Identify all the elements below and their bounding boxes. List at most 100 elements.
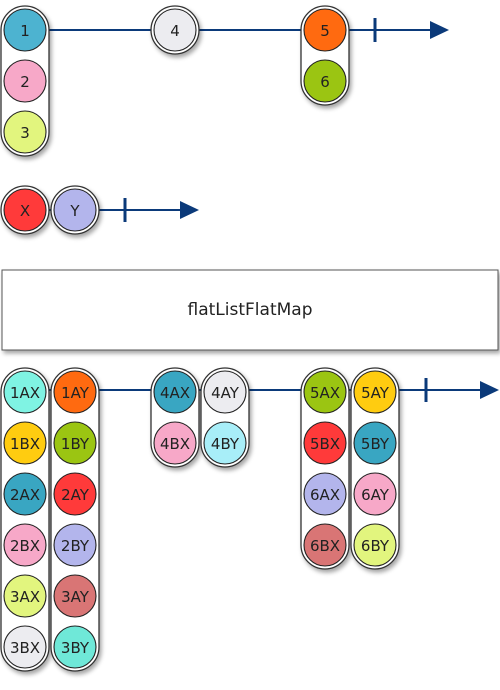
marble-4BX: 4BX bbox=[153, 421, 197, 465]
marble-circle bbox=[3, 370, 47, 414]
marble-label: 1AX bbox=[10, 384, 40, 402]
marble-3AY: 3AY bbox=[53, 574, 97, 618]
marble-label: 3 bbox=[20, 124, 30, 142]
marble-label: 3AX bbox=[10, 588, 40, 606]
marble-circle bbox=[353, 523, 397, 567]
result-group-column bbox=[300, 367, 350, 570]
marble-2BX: 2BX bbox=[3, 523, 47, 567]
marble-circle bbox=[3, 472, 47, 516]
marble-label: 2BX bbox=[10, 537, 40, 555]
marble-2AY: 2AY bbox=[53, 472, 97, 516]
marble-circle bbox=[203, 421, 247, 465]
marble-circle bbox=[303, 8, 347, 52]
marble-label: 2AY bbox=[61, 486, 90, 504]
marble-label: 4 bbox=[170, 22, 180, 40]
marble-label: 6BY bbox=[361, 537, 390, 555]
marble-2: 2 bbox=[3, 59, 47, 103]
operator-label: flatListFlatMap bbox=[188, 300, 313, 320]
marble-label: 4BX bbox=[160, 435, 190, 453]
marble-6AX: 6AX bbox=[303, 472, 347, 516]
marble-circle bbox=[53, 574, 97, 618]
marble-6BX: 6BX bbox=[303, 523, 347, 567]
marble-label: 3AY bbox=[61, 588, 90, 606]
marble-5AX: 5AX bbox=[303, 370, 347, 414]
marble-circle bbox=[53, 421, 97, 465]
marble-circle bbox=[53, 370, 97, 414]
marble-5AY: 5AY bbox=[353, 370, 397, 414]
marble-circle bbox=[53, 188, 97, 232]
marble-3BY: 3BY bbox=[53, 625, 97, 669]
marble-circle bbox=[353, 421, 397, 465]
marble-6BY: 6BY bbox=[353, 523, 397, 567]
marble-circle bbox=[3, 421, 47, 465]
marble-3BX: 3BX bbox=[3, 625, 47, 669]
marble-label: 5BY bbox=[361, 435, 390, 453]
marble-circle bbox=[353, 370, 397, 414]
marble-1AX: 1AX bbox=[3, 370, 47, 414]
marble-circle bbox=[303, 421, 347, 465]
marble-circle bbox=[303, 59, 347, 103]
marble-3AX: 3AX bbox=[3, 574, 47, 618]
marble-label: 6AY bbox=[361, 486, 390, 504]
marble-circle bbox=[353, 472, 397, 516]
marble-circle bbox=[3, 8, 47, 52]
marble-circle bbox=[3, 574, 47, 618]
marble-circle bbox=[53, 523, 97, 567]
marble-label: 3BY bbox=[61, 639, 90, 657]
marble-3: 3 bbox=[3, 110, 47, 154]
marble-1AY: 1AY bbox=[53, 370, 97, 414]
timeline-arrow-icon bbox=[480, 381, 499, 399]
marble-circle bbox=[303, 472, 347, 516]
marble-1BY: 1BY bbox=[53, 421, 97, 465]
marble-circle bbox=[3, 59, 47, 103]
marble-label: 4BY bbox=[211, 435, 240, 453]
marble-label: 6AX bbox=[310, 486, 340, 504]
marble-circle bbox=[3, 625, 47, 669]
timeline-result bbox=[25, 378, 499, 402]
marble-label: 4AX bbox=[160, 384, 190, 402]
marble-circle bbox=[53, 625, 97, 669]
result-group-column bbox=[350, 367, 400, 570]
marble-circle bbox=[153, 421, 197, 465]
marble-label: 2 bbox=[20, 73, 30, 91]
marble-4AX: 4AX bbox=[153, 370, 197, 414]
marble-label: 5 bbox=[320, 22, 330, 40]
marble-label: 4AY bbox=[211, 384, 240, 402]
marble-6AY: 6AY bbox=[353, 472, 397, 516]
marble-circle bbox=[3, 523, 47, 567]
marble-5BY: 5BY bbox=[353, 421, 397, 465]
marble-circle bbox=[203, 370, 247, 414]
marble-label: 6BX bbox=[310, 537, 340, 555]
marble-label: 1BY bbox=[61, 435, 90, 453]
marble-circle bbox=[3, 188, 47, 232]
marble-circle bbox=[303, 523, 347, 567]
marble-5BX: 5BX bbox=[303, 421, 347, 465]
timeline-arrow-icon bbox=[180, 201, 199, 219]
marble-4BY: 4BY bbox=[203, 421, 247, 465]
marble-label: 6 bbox=[320, 73, 330, 91]
marble-label: 2BY bbox=[61, 537, 90, 555]
marble-circle bbox=[53, 472, 97, 516]
operator-box: flatListFlatMap bbox=[1, 269, 499, 351]
marble-5: 5 bbox=[303, 8, 347, 52]
marble-label: 5AX bbox=[310, 384, 340, 402]
marble-circle bbox=[153, 8, 197, 52]
marble-circle bbox=[3, 110, 47, 154]
marble-6: 6 bbox=[303, 59, 347, 103]
marble-4AY: 4AY bbox=[203, 370, 247, 414]
marbles-layer: 1 2 3 4 5 6 X Y 1AX 1BX 2AX 2BX 3AX 3BX 1AY 1BY 2AY 2BY 3A… bbox=[0, 5, 400, 672]
marble-circle bbox=[153, 370, 197, 414]
marble-label: 2AX bbox=[10, 486, 40, 504]
marble-label: 5AY bbox=[361, 384, 390, 402]
marble-label: 3BX bbox=[10, 639, 40, 657]
marble-label: 1BX bbox=[10, 435, 40, 453]
marble-Y: Y bbox=[53, 188, 97, 232]
marble-1BX: 1BX bbox=[3, 421, 47, 465]
marble-4: 4 bbox=[153, 8, 197, 52]
timeline-source-a bbox=[25, 18, 449, 42]
marble-label: 1 bbox=[20, 22, 30, 40]
marble-label: 1AY bbox=[61, 384, 90, 402]
marble-label: Y bbox=[69, 202, 80, 220]
marble-X: X bbox=[3, 188, 47, 232]
